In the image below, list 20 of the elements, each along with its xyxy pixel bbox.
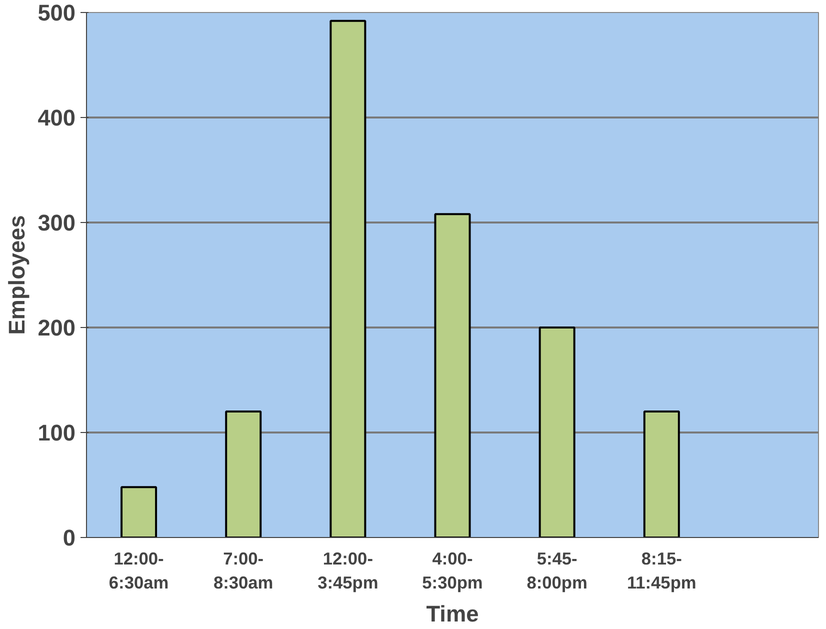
y-tick-label: 0 — [62, 524, 76, 550]
y-tick-label: 300 — [38, 210, 76, 236]
x-tick-label: 4:00-5:30pm — [422, 548, 483, 592]
y-tick-label: 200 — [38, 314, 76, 340]
x-tick-label: 7:00-8:30am — [213, 548, 274, 592]
bar — [120, 486, 158, 538]
y-tick-label: 100 — [38, 420, 76, 446]
y-tick-label: 400 — [38, 104, 76, 130]
x-tick-label: 8:15-11:45pm — [626, 548, 696, 592]
x-tick-label: 12:00-6:30am — [108, 548, 169, 592]
bar — [434, 213, 471, 538]
y-axis-title: Employees — [4, 215, 30, 335]
bar — [643, 410, 680, 538]
x-tick-label: 5:45-8:00pm — [526, 548, 588, 592]
bar — [538, 326, 576, 538]
x-axis-title: Time — [426, 600, 479, 626]
bar — [330, 20, 366, 538]
x-tick-label: 12:00-3:45pm — [318, 548, 378, 592]
bar — [225, 410, 262, 538]
y-tick-label: 500 — [38, 0, 76, 26]
